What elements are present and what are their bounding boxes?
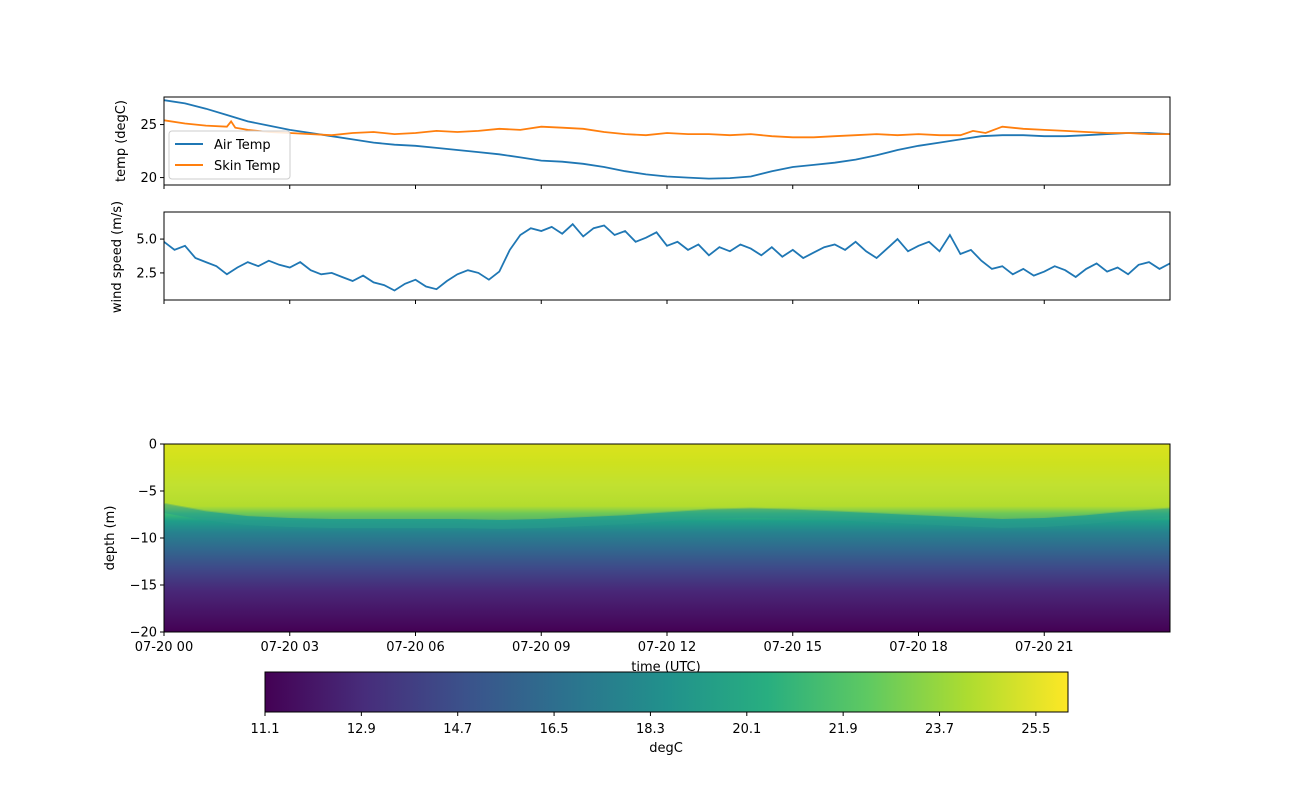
- wind-y-ticks: 2.5 5.0: [136, 233, 164, 281]
- y-tick-label: −5: [138, 485, 157, 500]
- heatmap-field: [164, 444, 1170, 632]
- depth-y-label: depth (m): [103, 506, 118, 571]
- thermocline-band: [164, 502, 1170, 529]
- wind-axes-frame: [163, 211, 1171, 301]
- depth-x-ticks: 07-20 00 07-20 03 07-20 06 07-20 09 07-20 12…: [135, 632, 1073, 655]
- y-tick-label: 2.5: [136, 266, 157, 281]
- depth-panel: 0−5−10−15−20 07-20 00 07-20 03 07-20 06 07-…: [103, 438, 1171, 675]
- colorbar-tick-label: 11.1: [251, 722, 280, 737]
- colorbar-tick-label: 23.7: [925, 722, 954, 737]
- colorbar-tick-label: 12.9: [347, 722, 376, 737]
- colorbar-label: degC: [649, 741, 683, 756]
- upper-mixed-layer: [164, 444, 1170, 520]
- x-tick-label: 07-20 00: [135, 640, 193, 655]
- temp-legend: Air Temp Skin Temp: [168, 130, 291, 180]
- temp-axes-frame: [163, 96, 1171, 186]
- colorbar-tick-label: 25.5: [1021, 722, 1050, 737]
- series-line-skin-temp: [164, 119, 1170, 139]
- y-tick-label: −20: [130, 626, 157, 641]
- series-line-air-temp: [164, 99, 1170, 180]
- x-tick-label: 07-20 06: [386, 640, 444, 655]
- wind-panel: 2.5 5.0 wind speed (m/s): [110, 201, 1171, 313]
- colorbar-tick-label: 21.9: [829, 722, 858, 737]
- y-tick-label: 20: [140, 171, 157, 186]
- x-tick-label: 07-20 21: [1015, 640, 1073, 655]
- heatmap-area: [164, 444, 1170, 632]
- colorbar-tick-label: 14.7: [443, 722, 472, 737]
- temp-lines: [164, 99, 1170, 180]
- colorbar: 11.1 12.9 14.7 16.5 18.3 20.1 21.9 23.7 25.5 deg…: [251, 671, 1069, 756]
- temp-y-label: temp (degC): [114, 100, 129, 182]
- y-tick-label: −15: [130, 579, 157, 594]
- y-tick-label: 5.0: [136, 233, 157, 248]
- colorbar-tick-label: 18.3: [636, 722, 665, 737]
- x-tick-label: 07-20 15: [764, 640, 822, 655]
- x-tick-label: 07-20 18: [889, 640, 947, 655]
- wind-x-ticks: [163, 300, 1045, 304]
- series-line-wind-speed: [164, 222, 1170, 292]
- depth-x-label: time (UTC): [631, 660, 700, 675]
- colorbar-tick-label: 16.5: [540, 722, 569, 737]
- legend-label-air-temp: Air Temp: [214, 138, 271, 153]
- depth-y-ticks: 0 −5 −10 −15 −20: [130, 438, 164, 641]
- colorbar-gradient: [264, 671, 1069, 713]
- colorbar-tick-label: 20.1: [732, 722, 761, 737]
- wind-y-label: wind speed (m/s): [110, 201, 125, 313]
- temp-x-ticks: [163, 185, 1045, 189]
- y-tick-label: 0: [149, 438, 157, 453]
- y-tick-label: 25: [140, 118, 157, 133]
- colorbar-ticks: 11.1 12.9 14.7 16.5 18.3 20.1 21.9 23.7 25.5: [251, 712, 1050, 737]
- x-tick-label: 07-20 03: [261, 640, 319, 655]
- x-tick-label: 07-20 09: [512, 640, 570, 655]
- legend-label-skin-temp: Skin Temp: [214, 159, 280, 174]
- x-tick-label: 07-20 12: [638, 640, 696, 655]
- wind-line: [164, 222, 1170, 292]
- y-tick-label: −10: [130, 532, 157, 547]
